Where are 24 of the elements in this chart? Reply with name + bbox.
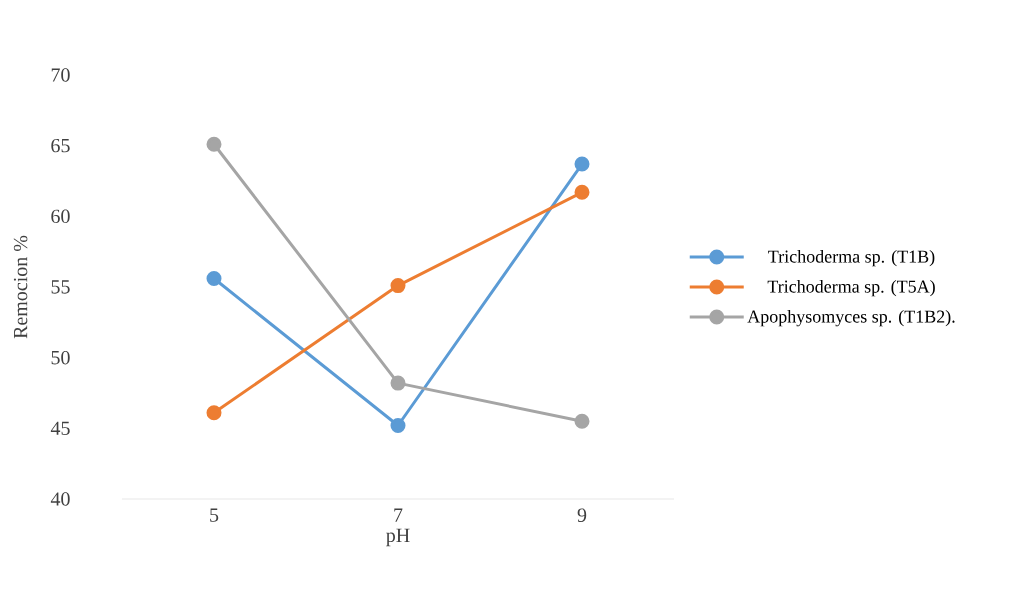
point <box>574 156 590 172</box>
y-tick-label: 50 <box>51 350 70 365</box>
y-tick-label: 45 <box>50 421 70 436</box>
point <box>206 271 222 287</box>
x-tick-label: 5 <box>210 508 219 522</box>
legend-label: Trichoderma sp. (T5A) <box>767 279 935 297</box>
y-tick-label: 70 <box>51 68 70 82</box>
y-tick-label: 65 <box>51 138 70 153</box>
x-tick-label: 7 <box>394 508 403 522</box>
point <box>574 413 590 429</box>
x-tick-label: 9 <box>577 508 587 522</box>
y-tick-label: 55 <box>51 280 70 294</box>
y-tick-label: 60 <box>51 209 70 224</box>
x-axis-title: pH <box>386 528 410 547</box>
y-axis-title: Remocion % <box>13 235 28 339</box>
point <box>390 418 406 434</box>
legend-label: Apophysomyces sp. (T1B2). <box>747 309 955 327</box>
point <box>574 184 590 200</box>
y-tick-label: 40 <box>50 492 70 506</box>
point <box>206 405 222 421</box>
legend-label: Trichoderma sp. (T1B) <box>768 250 935 267</box>
point <box>390 375 406 391</box>
point <box>206 136 222 152</box>
point <box>390 278 406 294</box>
